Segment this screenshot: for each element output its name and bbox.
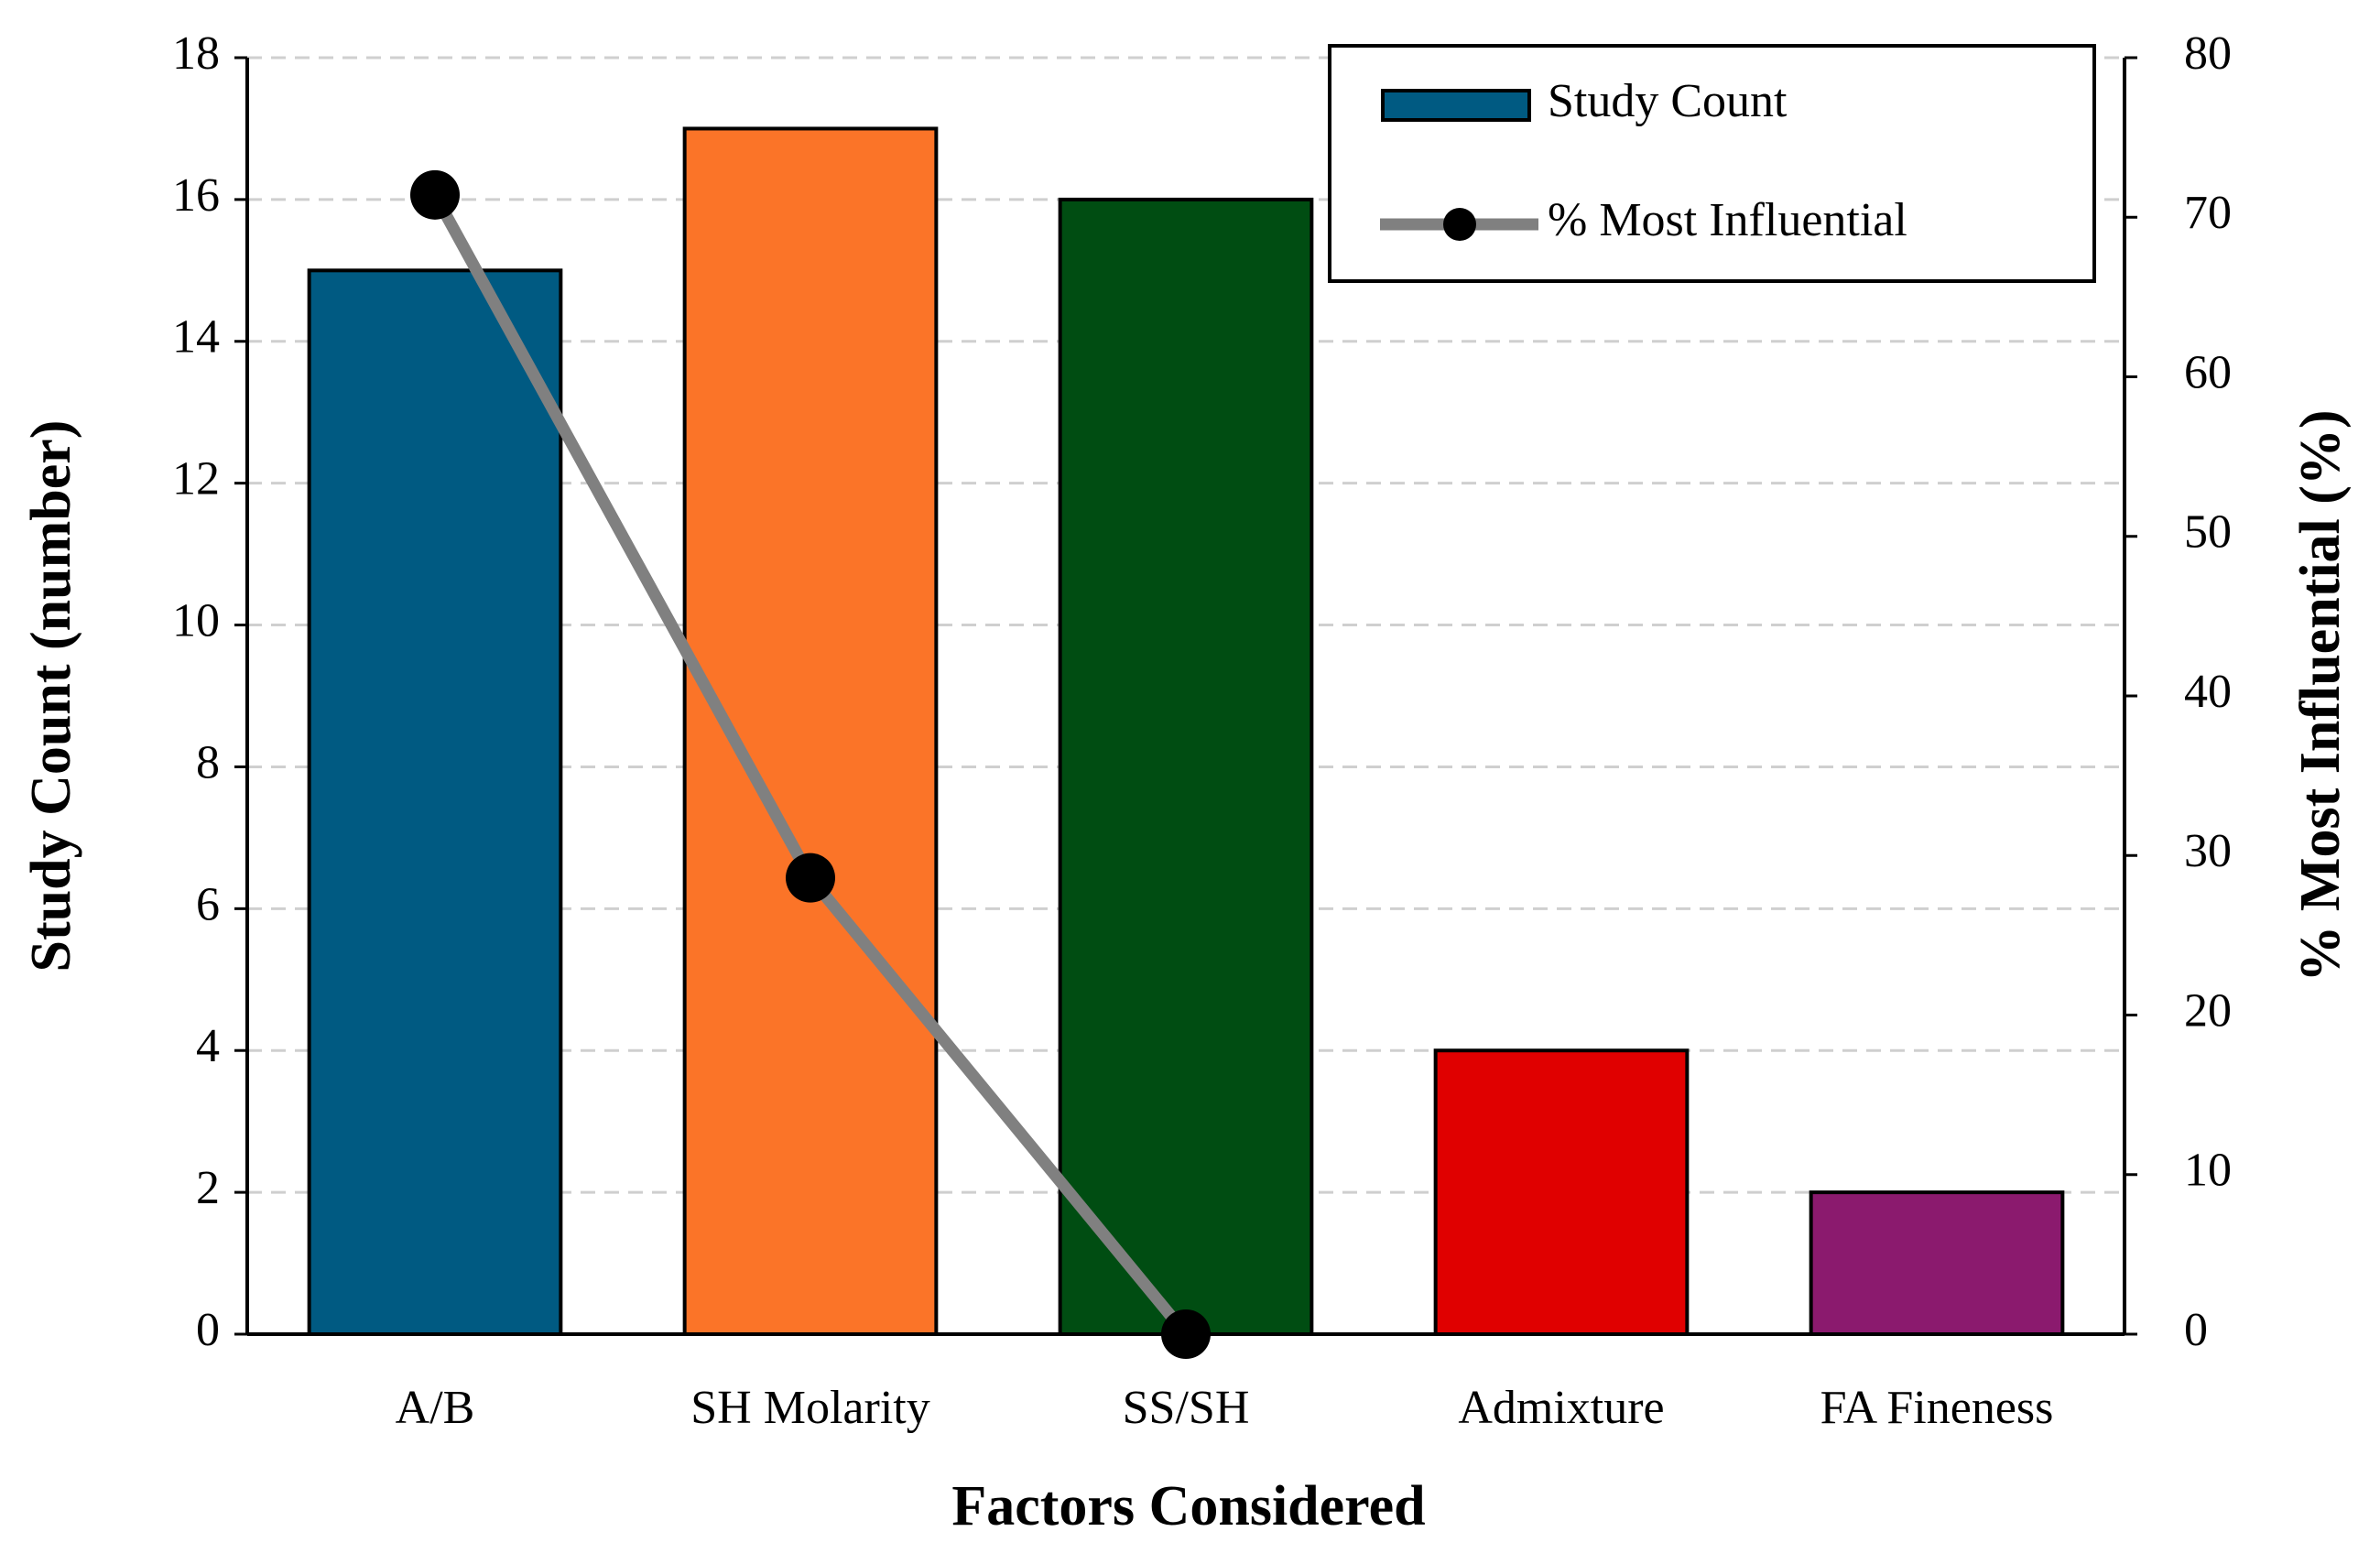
y2-tick-label: 80 <box>2184 27 2232 80</box>
marker <box>410 169 460 220</box>
bar <box>1058 197 1314 1336</box>
y2-tick-label: 0 <box>2184 1304 2208 1356</box>
x-axis-title: Factors Considered <box>951 1475 1425 1537</box>
y-tick-label: 8 <box>196 736 220 788</box>
bar <box>682 126 939 1336</box>
bar <box>1809 1190 2065 1336</box>
y-tick-label: 14 <box>172 311 220 364</box>
legend-box <box>1328 44 2096 283</box>
bar <box>307 268 563 1336</box>
y-tick-label: 18 <box>172 27 220 80</box>
y2-tick-label: 40 <box>2184 666 2232 718</box>
y-tick-label: 12 <box>172 453 220 505</box>
legend-label: % Most Influential <box>1548 194 1907 246</box>
y-tick-label: 16 <box>172 169 220 222</box>
y-tick-label: 0 <box>196 1304 220 1356</box>
bar <box>1433 1048 1690 1336</box>
y2-tick-label: 30 <box>2184 825 2232 877</box>
y2-axis-title: % Most Influential (%) <box>2289 409 2352 982</box>
y-tick-label: 2 <box>196 1162 220 1214</box>
legend-label: Study Count <box>1548 75 1788 127</box>
y-axis-title: Study Count (number) <box>20 420 82 972</box>
x-tick-label: SS/SH <box>1123 1382 1250 1434</box>
y-tick-label: 4 <box>196 1020 220 1072</box>
y2-tick-label: 60 <box>2184 346 2232 398</box>
legend-swatch <box>1381 89 1531 122</box>
y2-tick-label: 20 <box>2184 984 2232 1037</box>
y-tick-label: 10 <box>172 594 220 646</box>
y2-tick-label: 70 <box>2184 187 2232 239</box>
x-tick-label: A/B <box>396 1382 475 1434</box>
y-tick-label: 6 <box>196 878 220 930</box>
x-tick-label: FA Fineness <box>1820 1382 2054 1434</box>
y2-tick-label: 50 <box>2184 506 2232 559</box>
x-tick-label: Admixture <box>1458 1382 1664 1434</box>
legend-marker <box>1443 208 1476 241</box>
x-tick-label: SH Molarity <box>690 1382 929 1434</box>
marker <box>1161 1309 1211 1359</box>
y2-tick-label: 10 <box>2184 1145 2232 1197</box>
marker <box>786 853 835 903</box>
